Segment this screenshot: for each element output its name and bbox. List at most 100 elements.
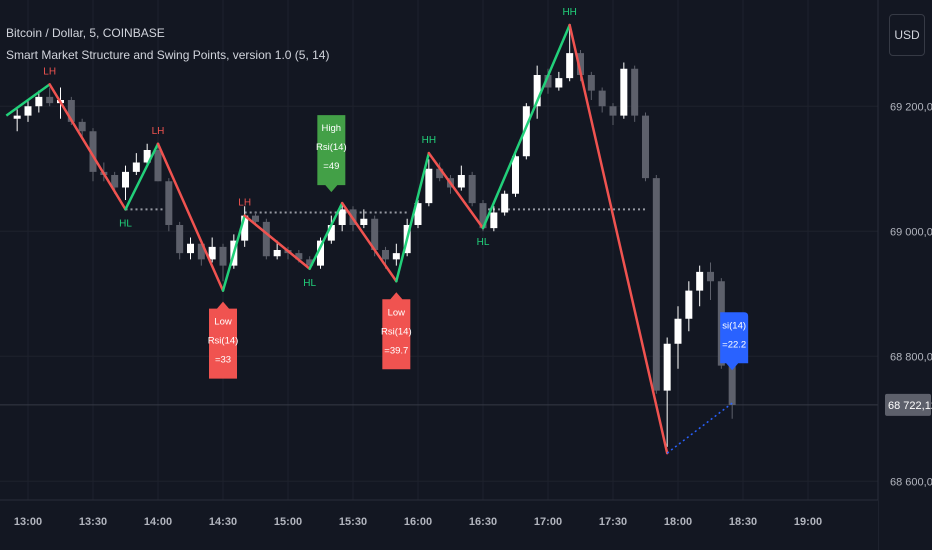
- candle: [360, 209, 368, 229]
- candle-body: [176, 225, 184, 254]
- price-tick-label: 69 200,00: [890, 101, 932, 113]
- candle-body: [392, 253, 400, 260]
- candle: [728, 362, 736, 419]
- candle-body: [35, 96, 43, 107]
- candle: [501, 190, 509, 216]
- candle-body: [533, 75, 541, 107]
- candle: [631, 65, 639, 122]
- rsi-callout-box: [720, 312, 749, 371]
- rsi-callouts: Low Rsi(14) =33 High Rsi(14) =49 Low Rsi(14) =39…: [208, 115, 749, 379]
- candle: [598, 87, 606, 113]
- swing-line-bear: [340, 201, 398, 283]
- candle: [208, 237, 216, 263]
- candle: [219, 243, 227, 282]
- candle: [197, 240, 205, 266]
- swing-label-lh: LH: [152, 126, 165, 137]
- candle: [436, 162, 444, 182]
- candle-body: [111, 175, 119, 188]
- swing-line-bear: [243, 214, 311, 270]
- candle-body: [208, 246, 216, 260]
- candle-body: [728, 365, 736, 405]
- candle-body: [696, 271, 704, 291]
- candle: [609, 103, 617, 125]
- rsi-callout-text: =22.2: [722, 339, 746, 350]
- candle-body: [620, 68, 628, 116]
- candle-body: [544, 75, 552, 88]
- candle: [338, 203, 346, 232]
- time-tick-label: 17:30: [599, 516, 627, 528]
- candle: [685, 281, 693, 332]
- candle-body: [457, 175, 465, 188]
- candle: [392, 243, 400, 266]
- rsi-callout-text: Rsi(14): [208, 336, 239, 347]
- candle-body: [143, 150, 151, 163]
- rsi-callout-text: Low: [214, 317, 232, 328]
- candle: [143, 143, 151, 166]
- candle: [663, 337, 671, 447]
- candle-body: [598, 90, 606, 107]
- price-tick-label: 69 000,00: [890, 226, 932, 238]
- candle-body: [642, 115, 649, 179]
- candle: [696, 265, 704, 307]
- candle: [490, 206, 498, 232]
- candle: [122, 165, 129, 200]
- candle-body: [46, 96, 54, 104]
- time-tick-label: 13:30: [79, 516, 107, 528]
- candle-body: [663, 343, 671, 391]
- time-tick-label: 16:30: [469, 516, 497, 528]
- currency-button[interactable]: USD: [889, 14, 925, 56]
- candle: [468, 171, 476, 207]
- candle: [132, 153, 140, 175]
- time-tick-label: 13:00: [14, 516, 42, 528]
- rsi-callout-box: [209, 301, 237, 379]
- swing-line-bull: [124, 142, 160, 211]
- candle-body: [306, 259, 314, 266]
- candle-body: [609, 106, 617, 116]
- candle-body: [165, 181, 173, 225]
- swing-line-bear: [48, 83, 127, 211]
- candle: [13, 109, 21, 132]
- projection-line: [666, 402, 733, 454]
- price-tick-label: 68 800,00: [890, 351, 932, 363]
- candle: [425, 159, 433, 207]
- structure-levels: [125, 208, 646, 214]
- candle-body: [122, 171, 129, 188]
- indicator-title[interactable]: Smart Market Structure and Swing Points,…: [6, 48, 330, 62]
- candle: [587, 71, 595, 100]
- last-price-label: 68 722,12: [888, 400, 932, 412]
- candle-body: [707, 271, 714, 282]
- candle: [154, 146, 162, 182]
- symbol-title: Bitcoin / Dollar, 5, COINBASE: [6, 26, 165, 40]
- candle: [24, 100, 32, 122]
- candle-body: [468, 175, 476, 204]
- candle: [566, 25, 574, 82]
- candle-body: [522, 106, 530, 157]
- candle: [533, 65, 541, 119]
- candle-body: [262, 221, 270, 257]
- candle-body: [382, 250, 389, 260]
- candle-body: [154, 150, 162, 182]
- candle-body: [295, 253, 303, 260]
- candle-body: [371, 218, 379, 250]
- swing-structure-lines: [5, 23, 733, 455]
- swing-label-hh: HH: [562, 7, 576, 18]
- candle-body: [24, 106, 32, 116]
- candle: [78, 118, 86, 138]
- candle: [512, 150, 519, 197]
- candle-body: [674, 318, 682, 344]
- candle-body: [501, 193, 509, 213]
- candle: [176, 221, 184, 260]
- candle: [620, 62, 628, 119]
- candle: [522, 103, 530, 160]
- candle: [642, 112, 649, 182]
- candle: [674, 306, 682, 369]
- time-tick-label: 14:00: [144, 516, 172, 528]
- candle-body: [252, 215, 259, 222]
- swing-line-bull: [5, 83, 51, 117]
- rsi-callout-box: [382, 292, 411, 370]
- candle-body: [685, 290, 693, 319]
- candle-body: [512, 156, 519, 194]
- time-tick-label: 16:00: [404, 516, 432, 528]
- time-tick-label: 19:00: [794, 516, 822, 528]
